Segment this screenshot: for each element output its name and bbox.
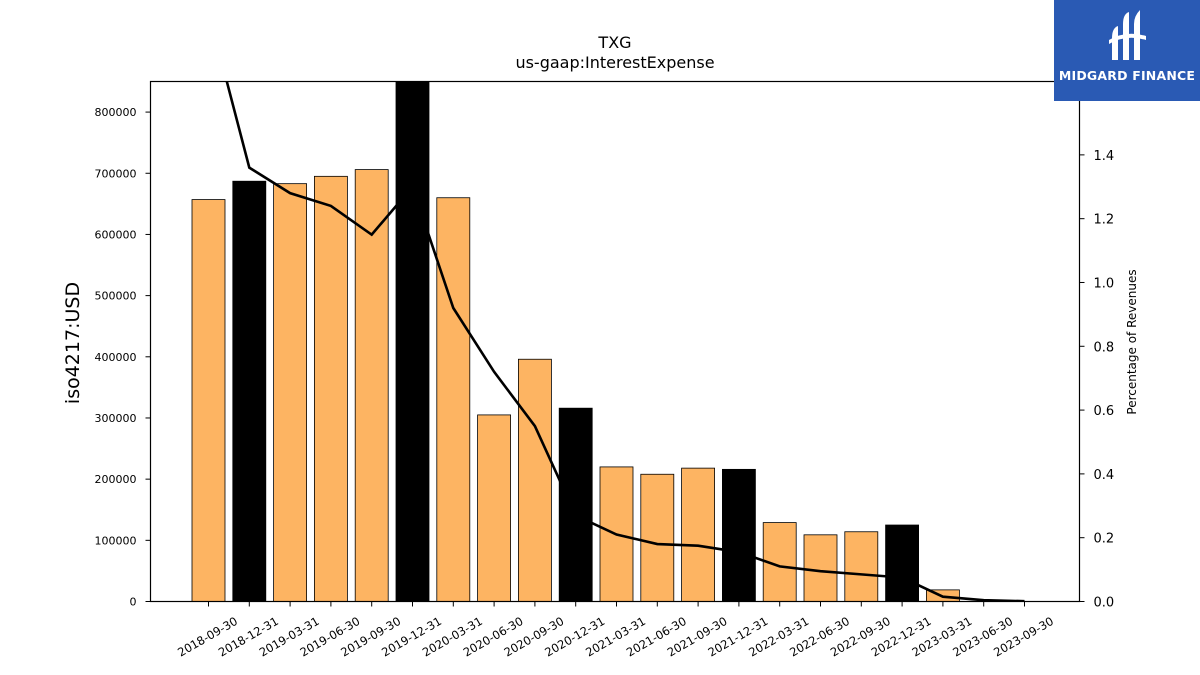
bar-2022-06-30 [803, 534, 838, 602]
y2-tick-label: 1.0 [1094, 276, 1115, 291]
y-tick-label: 400000 [95, 351, 137, 364]
y2-tick-label: 0.2 [1094, 532, 1115, 547]
logo-text: MIDGARD FINANCE [1058, 68, 1196, 83]
midgard-logo-mark-icon [1109, 10, 1146, 60]
bar-2021-06-30 [640, 473, 675, 602]
y-tick-label: 600000 [95, 228, 137, 241]
y2-axis-label: Percentage of Revenues [1125, 269, 1139, 414]
midgard-finance-logo: MIDGARD FINANCE [1054, 0, 1200, 101]
y-tick-label: 500000 [95, 290, 137, 303]
bar-2020-12-31 [558, 407, 593, 602]
chart-subtitle: us-gaap:InterestExpense [515, 53, 714, 72]
bar-2020-06-30 [477, 414, 512, 602]
y2-tick-label: 0.0 [1094, 596, 1115, 611]
y-tick-label: 200000 [95, 473, 137, 486]
y-tick-label: 0 [130, 596, 137, 609]
bar-2019-09-30 [354, 169, 389, 602]
bar-2018-12-31 [232, 180, 267, 602]
y-tick-label: 800000 [95, 106, 137, 119]
y-tick-label: 300000 [95, 412, 137, 425]
y2-tick-label: 0.4 [1094, 468, 1115, 483]
bar-2019-03-31 [273, 183, 308, 602]
bar-2020-03-31 [436, 197, 471, 602]
bar-2020-09-30 [518, 358, 552, 602]
bar-2019-12-31 [395, 81, 430, 602]
y2-tick-label: 0.6 [1094, 404, 1115, 419]
y-tick-label: 700000 [95, 167, 137, 180]
y2-tick-label: 1.2 [1094, 213, 1115, 228]
chart-title: TXG [597, 33, 631, 52]
y-tick-label: 100000 [95, 534, 137, 547]
bar-2018-09-30 [191, 199, 226, 602]
y-axis-label: iso4217:USD [62, 282, 84, 404]
plot-frame [149, 80, 1081, 603]
bar-2021-12-31 [722, 468, 756, 602]
bar-2019-06-30 [313, 175, 348, 602]
percentage-of-revenues-line [225, 81, 1025, 602]
bar-2022-09-30 [844, 531, 879, 602]
bar-2021-09-30 [681, 467, 715, 602]
y2-tick-label: 1.4 [1094, 149, 1115, 164]
bar-2022-12-31 [885, 524, 919, 602]
y2-tick-label: 0.8 [1094, 340, 1115, 355]
